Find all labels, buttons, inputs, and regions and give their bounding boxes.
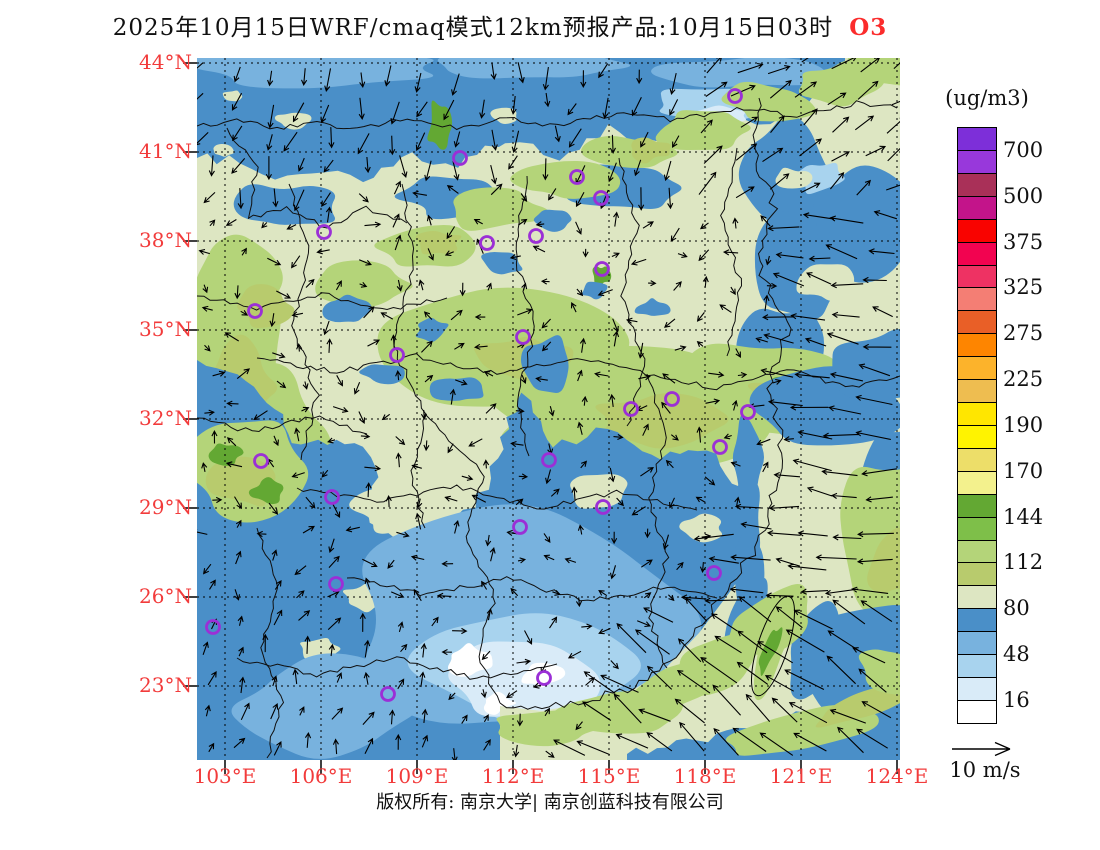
legend-value: 500 xyxy=(1003,183,1044,208)
station-marker xyxy=(515,329,531,345)
legend-cell xyxy=(957,585,997,610)
lat-tick-label: 38°N xyxy=(139,228,192,252)
legend-cell xyxy=(957,287,997,312)
wind-reference-label: 10 m/s xyxy=(949,758,1021,782)
legend-cell xyxy=(957,402,997,427)
station-marker xyxy=(253,453,269,469)
legend-cell xyxy=(957,264,997,289)
station-marker xyxy=(452,150,468,166)
lon-tick-label: 115°E xyxy=(577,764,641,788)
lat-tick-label: 44°N xyxy=(139,50,192,74)
legend-cell xyxy=(957,310,997,335)
lat-tick-label: 26°N xyxy=(139,584,192,608)
legend-value: 225 xyxy=(1003,367,1044,392)
station-marker xyxy=(595,499,611,515)
legend-value: 325 xyxy=(1003,275,1044,300)
station-marker xyxy=(593,190,609,206)
page-title: 2025年10月15日WRF/cmaq模式12km预报产品:10月15日03时 O… xyxy=(0,8,1000,42)
legend-cell xyxy=(957,470,997,495)
copyright-text: 版权所有: 南京大学| 南京创蓝科技有限公司 xyxy=(376,792,724,813)
legend-value: 80 xyxy=(1003,596,1030,621)
legend-cell xyxy=(957,333,997,358)
legend-cell xyxy=(957,218,997,243)
station-marker xyxy=(594,261,610,277)
station-marker xyxy=(316,224,332,240)
legend-cell xyxy=(957,172,997,197)
legend-cell xyxy=(957,700,997,724)
station-marker xyxy=(541,452,557,468)
station-marker xyxy=(389,347,405,363)
legend-cell xyxy=(957,493,997,518)
legend-cell xyxy=(957,516,997,541)
lon-tick-label: 112°E xyxy=(481,764,545,788)
legend-cell xyxy=(957,149,997,174)
legend-value: 16 xyxy=(1003,688,1030,712)
legend-cell xyxy=(957,356,997,381)
legend-value: 375 xyxy=(1003,229,1044,254)
legend-value: 170 xyxy=(1003,458,1044,483)
legend-cell xyxy=(957,677,997,702)
legend-cell xyxy=(957,539,997,564)
legend-cell xyxy=(957,608,997,633)
legend-cell xyxy=(957,241,997,266)
legend-value: 190 xyxy=(1003,412,1044,437)
station-marker xyxy=(727,88,743,104)
legend-cell xyxy=(957,631,997,656)
station-marker xyxy=(205,619,221,635)
lon-tick-label: 106°E xyxy=(289,764,353,788)
legend-value: 275 xyxy=(1003,321,1044,346)
station-marker xyxy=(536,670,552,686)
legend-cell xyxy=(957,195,997,220)
station-marker xyxy=(328,576,344,592)
lat-tick-label: 23°N xyxy=(139,673,192,697)
legend-value: 48 xyxy=(1003,642,1030,667)
station-marker xyxy=(512,519,528,535)
station-marker xyxy=(740,404,756,420)
lon-tick-label: 121°E xyxy=(769,764,833,788)
station-marker xyxy=(569,169,585,185)
legend-cell xyxy=(957,127,997,151)
legend-cell xyxy=(957,379,997,404)
legend-cell xyxy=(957,562,997,587)
species-label: O3 xyxy=(849,14,888,41)
lat-tick-label: 41°N xyxy=(139,139,192,163)
legend-unit-label: (ug/m3) xyxy=(945,86,1029,110)
station-marker xyxy=(479,235,495,251)
lon-tick-label: 124°E xyxy=(865,764,929,788)
legend-value: 700 xyxy=(1003,137,1044,162)
legend-cell xyxy=(957,654,997,679)
legend-value: 144 xyxy=(1003,504,1044,529)
title-text: 2025年10月15日WRF/cmaq模式12km预报产品:10月15日03时 xyxy=(112,15,834,41)
legend-value: 112 xyxy=(1003,550,1044,575)
station-marker xyxy=(528,228,544,244)
lon-tick-label: 109°E xyxy=(385,764,449,788)
lon-tick-label: 118°E xyxy=(673,764,737,788)
station-marker xyxy=(623,401,639,417)
lat-tick-label: 32°N xyxy=(139,406,192,430)
legend-cell xyxy=(957,447,997,472)
station-marker xyxy=(380,686,396,702)
station-marker xyxy=(247,303,263,319)
station-marker xyxy=(706,565,722,581)
wind-vector-field xyxy=(197,58,900,760)
station-marker xyxy=(712,439,728,455)
lon-tick-label: 103°E xyxy=(193,764,257,788)
forecast-map xyxy=(183,58,900,774)
lat-tick-label: 35°N xyxy=(139,317,192,341)
wind-reference-arrow-icon xyxy=(952,741,1011,757)
station-marker xyxy=(324,489,340,505)
lat-tick-label: 29°N xyxy=(139,495,192,519)
station-marker xyxy=(664,391,680,407)
legend-cell xyxy=(957,424,997,449)
